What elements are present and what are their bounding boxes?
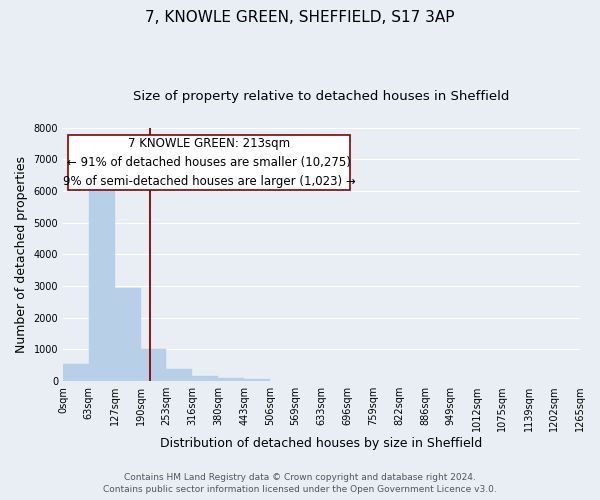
Title: Size of property relative to detached houses in Sheffield: Size of property relative to detached ho… [133,90,510,103]
Text: Contains HM Land Registry data © Crown copyright and database right 2024.
Contai: Contains HM Land Registry data © Crown c… [103,472,497,494]
Bar [140,350,166,381]
Bar [218,378,244,381]
Text: 7, KNOWLE GREEN, SHEFFIELD, S17 3AP: 7, KNOWLE GREEN, SHEFFIELD, S17 3AP [145,10,455,25]
X-axis label: Distribution of detached houses by size in Sheffield: Distribution of detached houses by size … [160,437,482,450]
Text: 7 KNOWLE GREEN: 213sqm
← 91% of detached houses are smaller (10,275)
9% of semi-: 7 KNOWLE GREEN: 213sqm ← 91% of detached… [63,137,355,188]
Bar [63,364,89,381]
Bar [244,380,270,381]
Bar [89,178,115,381]
Y-axis label: Number of detached properties: Number of detached properties [15,156,28,353]
Bar [192,376,218,381]
Bar [166,369,192,381]
FancyBboxPatch shape [68,136,350,190]
Bar [115,288,140,381]
